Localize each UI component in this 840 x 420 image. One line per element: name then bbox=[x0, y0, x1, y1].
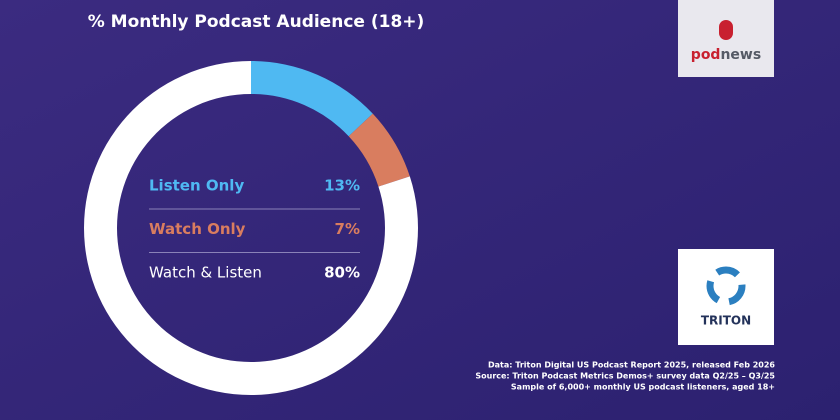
podnews-news: news bbox=[720, 47, 761, 63]
podnews-pod: pod bbox=[691, 47, 721, 63]
source-line: Data: Triton Digital US Podcast Report 2… bbox=[488, 361, 775, 370]
podnews-logo: podnews bbox=[691, 47, 761, 63]
donut-segment bbox=[251, 61, 373, 137]
triton-icon bbox=[706, 266, 746, 306]
legend-label: Watch Only bbox=[149, 220, 246, 238]
chart-title: % Monthly Podcast Audience (18+) bbox=[88, 12, 425, 32]
legend-label: Listen Only bbox=[149, 177, 244, 195]
triton-logo-box bbox=[678, 249, 774, 345]
value-label: 13% bbox=[324, 177, 360, 195]
value-label: 7% bbox=[335, 220, 360, 238]
podnews-icon bbox=[719, 20, 733, 40]
source-line: Source: Triton Podcast Metrics Demos+ su… bbox=[475, 372, 775, 381]
source-line: Sample of 6,000+ monthly US podcast list… bbox=[511, 383, 775, 392]
triton-logo: TRITON bbox=[701, 314, 751, 328]
legend-label: Watch & Listen bbox=[149, 264, 262, 282]
value-label: 80% bbox=[324, 264, 360, 282]
donut-segment bbox=[348, 113, 410, 187]
